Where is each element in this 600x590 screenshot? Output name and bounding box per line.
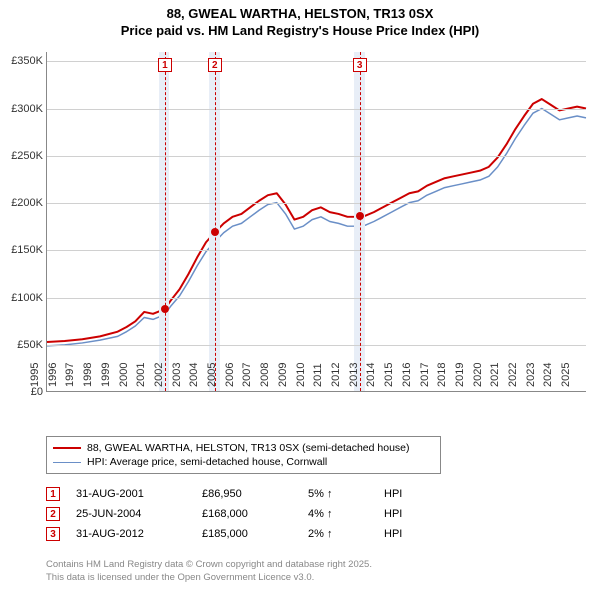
- x-tick-label: 2010: [295, 363, 307, 391]
- gridline: [47, 61, 586, 62]
- event-marker: 2: [208, 58, 222, 72]
- sales-pct: 5% ↑: [308, 488, 368, 500]
- sales-price: £185,000: [202, 528, 292, 540]
- chart-lines-svg: [47, 52, 586, 391]
- footer-line1: Contains HM Land Registry data © Crown c…: [46, 559, 372, 571]
- gridline: [47, 109, 586, 110]
- sales-row: 1 31-AUG-2001 £86,950 5% ↑ HPI: [46, 484, 556, 504]
- footer-line2: This data is licensed under the Open Gov…: [46, 572, 372, 584]
- chart-container: 88, GWEAL WARTHA, HELSTON, TR13 0SX Pric…: [0, 0, 600, 590]
- series-property: [47, 99, 586, 342]
- y-tick-label: £350K: [11, 55, 47, 67]
- title-line2: Price paid vs. HM Land Registry's House …: [0, 23, 600, 40]
- x-tick-label: 2001: [135, 363, 147, 391]
- sales-tag: HPI: [384, 528, 402, 540]
- event-vline: [215, 52, 216, 391]
- x-tick-label: 1998: [82, 363, 94, 391]
- x-tick-label: 2016: [401, 363, 413, 391]
- x-tick-label: 2025: [560, 363, 572, 391]
- sales-pct: 4% ↑: [308, 508, 368, 520]
- x-tick-label: 2013: [348, 363, 360, 391]
- gridline: [47, 203, 586, 204]
- gridline: [47, 298, 586, 299]
- sale-point: [356, 212, 364, 220]
- x-tick-label: 2004: [188, 363, 200, 391]
- event-vline: [360, 52, 361, 391]
- title-line1: 88, GWEAL WARTHA, HELSTON, TR13 0SX: [0, 6, 600, 23]
- y-tick-label: £100K: [11, 292, 47, 304]
- x-tick-label: 2023: [525, 363, 537, 391]
- x-tick-label: 2024: [542, 363, 554, 391]
- sales-price: £86,950: [202, 488, 292, 500]
- x-tick-label: 1997: [64, 363, 76, 391]
- x-tick-label: 2005: [206, 363, 218, 391]
- legend-row: 88, GWEAL WARTHA, HELSTON, TR13 0SX (sem…: [53, 441, 434, 455]
- x-tick-label: 2011: [312, 363, 324, 391]
- sales-tag: HPI: [384, 508, 402, 520]
- x-tick-label: 2009: [277, 363, 289, 391]
- x-tick-label: 2019: [454, 363, 466, 391]
- y-tick-label: £300K: [11, 103, 47, 115]
- x-tick-label: 2018: [436, 363, 448, 391]
- title-block: 88, GWEAL WARTHA, HELSTON, TR13 0SX Pric…: [0, 0, 600, 40]
- sale-point: [161, 305, 169, 313]
- x-tick-label: 2000: [118, 363, 130, 391]
- sales-table: 1 31-AUG-2001 £86,950 5% ↑ HPI 2 25-JUN-2004 £1…: [46, 484, 556, 544]
- legend-box: 88, GWEAL WARTHA, HELSTON, TR13 0SX (sem…: [46, 436, 441, 474]
- sale-point: [211, 228, 219, 236]
- sales-row: 3 31-AUG-2012 £185,000 2% ↑ HPI: [46, 524, 556, 544]
- legend-swatch: [53, 447, 81, 449]
- legend-label: HPI: Average price, semi-detached house,…: [87, 456, 327, 468]
- sales-row: 2 25-JUN-2004 £168,000 4% ↑ HPI: [46, 504, 556, 524]
- x-tick-label: 2017: [419, 363, 431, 391]
- event-vline: [165, 52, 166, 391]
- legend-label: 88, GWEAL WARTHA, HELSTON, TR13 0SX (sem…: [87, 442, 410, 454]
- sales-marker: 3: [46, 527, 60, 541]
- gridline: [47, 250, 586, 251]
- footer-attribution: Contains HM Land Registry data © Crown c…: [46, 559, 372, 584]
- y-tick-label: £50K: [17, 339, 47, 351]
- sales-marker: 2: [46, 507, 60, 521]
- x-tick-label: 1995: [29, 363, 41, 391]
- x-tick-label: 1999: [100, 363, 112, 391]
- x-tick-label: 2014: [365, 363, 377, 391]
- x-tick-label: 2002: [153, 363, 165, 391]
- event-marker: 1: [158, 58, 172, 72]
- y-tick-label: £250K: [11, 150, 47, 162]
- chart-plot-area: £0£50K£100K£150K£200K£250K£300K£350K1995…: [46, 52, 586, 392]
- gridline: [47, 156, 586, 157]
- legend-row: HPI: Average price, semi-detached house,…: [53, 455, 434, 469]
- x-tick-label: 1996: [47, 363, 59, 391]
- sales-tag: HPI: [384, 488, 402, 500]
- sales-date: 31-AUG-2012: [76, 528, 186, 540]
- gridline: [47, 345, 586, 346]
- event-marker: 3: [353, 58, 367, 72]
- sales-date: 25-JUN-2004: [76, 508, 186, 520]
- x-tick-label: 2007: [241, 363, 253, 391]
- x-tick-label: 2008: [259, 363, 271, 391]
- x-tick-label: 2021: [489, 363, 501, 391]
- sales-price: £168,000: [202, 508, 292, 520]
- y-tick-label: £200K: [11, 197, 47, 209]
- sales-marker: 1: [46, 487, 60, 501]
- x-tick-label: 2003: [171, 363, 183, 391]
- sales-pct: 2% ↑: [308, 528, 368, 540]
- x-tick-label: 2020: [472, 363, 484, 391]
- series-hpi: [47, 109, 586, 346]
- x-tick-label: 2006: [224, 363, 236, 391]
- x-tick-label: 2015: [383, 363, 395, 391]
- y-tick-label: £150K: [11, 244, 47, 256]
- x-tick-label: 2022: [507, 363, 519, 391]
- sales-date: 31-AUG-2001: [76, 488, 186, 500]
- highlight-band: [159, 52, 170, 391]
- legend-swatch: [53, 462, 81, 463]
- x-tick-label: 2012: [330, 363, 342, 391]
